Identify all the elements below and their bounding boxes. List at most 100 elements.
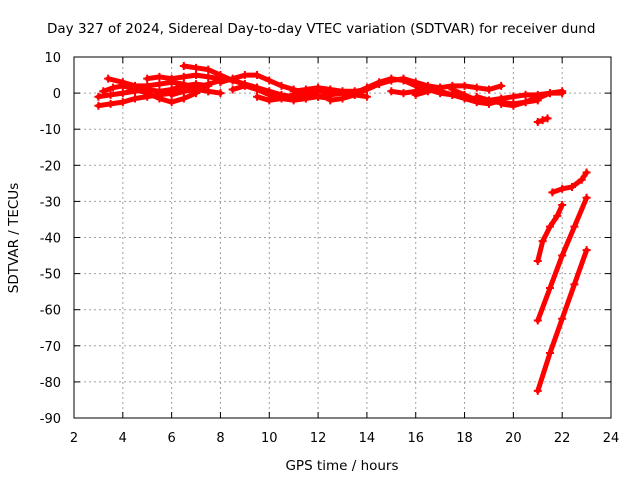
data-point	[289, 87, 298, 96]
data-point	[104, 74, 113, 83]
data-point	[423, 87, 432, 96]
data-point	[179, 80, 188, 89]
data-point	[106, 99, 115, 108]
data-point	[362, 83, 371, 92]
data-point	[253, 85, 262, 94]
data-point	[375, 78, 384, 87]
data-point	[538, 116, 547, 125]
data-point	[577, 175, 586, 184]
data-point	[548, 188, 557, 197]
data-point	[253, 71, 262, 80]
data-point	[338, 94, 347, 103]
data-point	[204, 87, 213, 96]
data-point	[118, 78, 127, 87]
series-track	[218, 72, 333, 101]
series-track-22	[533, 201, 567, 265]
data-point	[94, 101, 103, 110]
data-point	[460, 90, 469, 99]
data-point	[545, 222, 554, 231]
data-point	[582, 168, 591, 177]
data-point	[521, 98, 530, 107]
data-point	[387, 74, 396, 83]
y-tick-label: -80	[40, 376, 61, 391]
data-point	[567, 182, 576, 191]
data-point	[99, 87, 108, 96]
data-point	[436, 83, 445, 92]
data-point	[538, 237, 547, 246]
data-point	[582, 193, 591, 202]
data-point	[240, 81, 249, 90]
x-axis-label: GPS time / hours	[285, 458, 398, 474]
data-point	[155, 72, 164, 81]
x-tick-label: 2	[70, 431, 78, 446]
data-point	[204, 65, 213, 74]
data-point	[143, 74, 152, 83]
data-point	[460, 81, 469, 90]
series-track	[230, 83, 345, 103]
data-point	[192, 85, 201, 94]
y-tick-label: -30	[40, 195, 61, 210]
y-tick-label: -90	[40, 412, 61, 427]
x-tick-label: 14	[359, 431, 376, 446]
data-point	[582, 246, 591, 255]
data-point	[558, 314, 567, 323]
data-point	[484, 85, 493, 94]
data-point	[179, 72, 188, 81]
data-point	[553, 211, 562, 220]
grid-lines	[74, 57, 611, 418]
data-point	[118, 89, 127, 98]
data-point	[543, 114, 552, 123]
data-point	[216, 89, 225, 98]
data-point	[216, 78, 225, 87]
data-point	[131, 81, 140, 90]
data-point	[155, 94, 164, 103]
data-point	[167, 98, 176, 107]
data-point	[179, 94, 188, 103]
data-point	[533, 256, 542, 265]
data-point	[387, 87, 396, 96]
series-track	[523, 90, 565, 105]
data-point	[301, 85, 310, 94]
data-point	[155, 80, 164, 89]
data-point	[545, 349, 554, 358]
data-point	[143, 89, 152, 98]
data-point	[533, 94, 542, 103]
data-point	[228, 85, 237, 94]
x-tick-label: 16	[407, 431, 424, 446]
data-point	[338, 87, 347, 96]
data-point	[216, 71, 225, 80]
y-tick-label: -60	[40, 304, 61, 319]
data-point	[497, 99, 506, 108]
y-tick-label: -20	[40, 159, 61, 174]
data-point	[411, 90, 420, 99]
data-point	[253, 92, 262, 101]
series-track-7	[167, 85, 225, 99]
y-axis-label: SDTVAR / TECUs	[6, 183, 22, 293]
y-tick-label: 10	[44, 51, 61, 66]
data-point	[265, 76, 274, 85]
y-tick-label: -70	[40, 340, 61, 355]
x-tick-labels: 2 4 6 8 10 12 14 16 18 20 22 24	[70, 431, 619, 446]
data-point	[545, 89, 554, 98]
data-point	[533, 117, 542, 126]
data-point	[362, 92, 371, 101]
data-point	[326, 85, 335, 94]
data-point	[545, 284, 554, 293]
x-tick-label: 20	[505, 431, 522, 446]
y-tick-label: -40	[40, 232, 61, 247]
x-tick-label: 12	[310, 431, 327, 446]
data-point	[94, 92, 103, 101]
series-track	[535, 202, 565, 264]
x-tick-label: 24	[603, 431, 620, 446]
data-point	[314, 83, 323, 92]
series-track-21	[548, 168, 591, 197]
data-point	[228, 74, 237, 83]
data-point	[558, 184, 567, 193]
x-tick-label: 8	[216, 431, 224, 446]
data-point	[570, 280, 579, 289]
y-tick-label: 0	[53, 87, 61, 102]
data-point	[472, 83, 481, 92]
x-tick-label: 10	[261, 431, 278, 446]
data-point	[350, 89, 359, 98]
data-point	[399, 89, 408, 98]
